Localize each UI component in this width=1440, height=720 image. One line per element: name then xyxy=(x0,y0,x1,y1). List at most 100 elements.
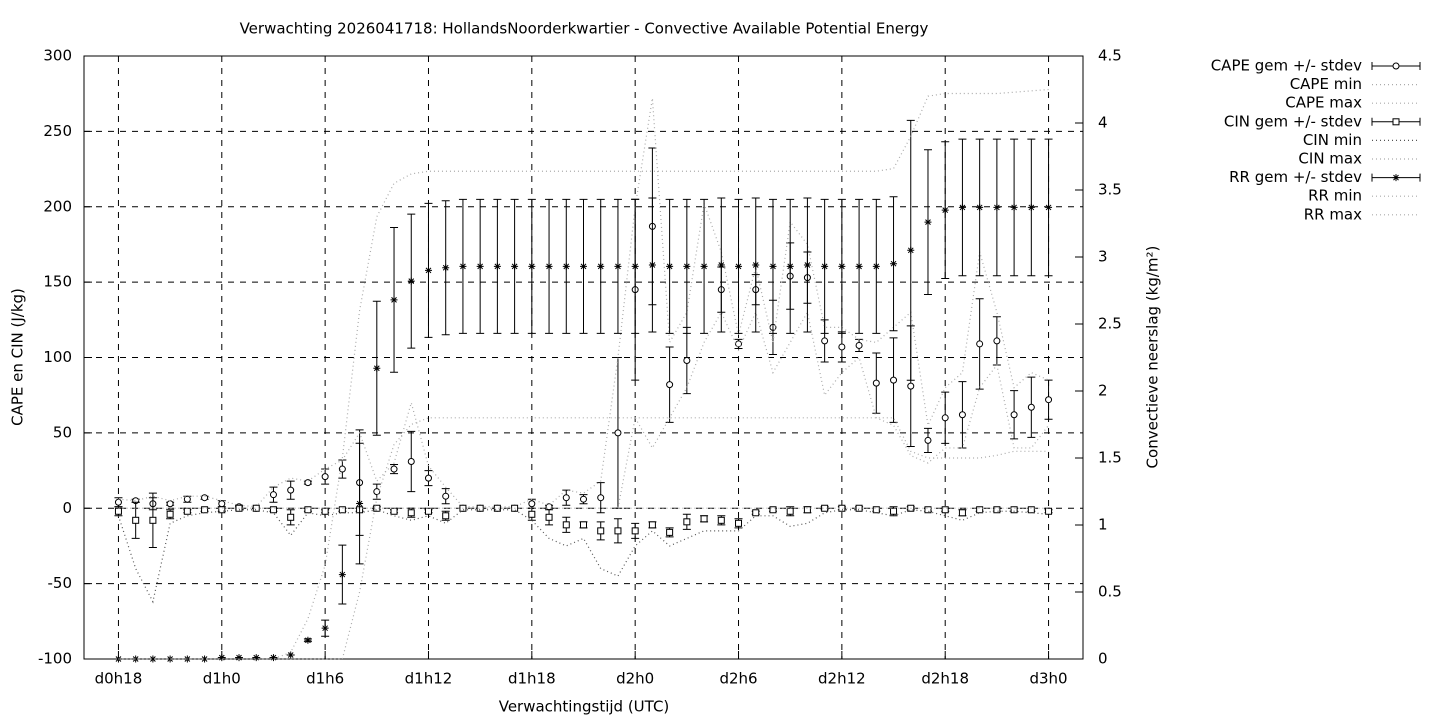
y2-tick-label: 3 xyxy=(1098,248,1108,266)
data-point xyxy=(287,486,295,494)
data-point xyxy=(356,500,364,508)
y2-tick-label: 2.5 xyxy=(1098,315,1122,333)
data-point xyxy=(786,262,794,270)
data-point xyxy=(1010,411,1018,419)
data-point xyxy=(562,262,570,270)
data-point xyxy=(1045,203,1053,211)
legend-marker xyxy=(1392,62,1400,70)
data-point xyxy=(287,651,295,659)
data-point xyxy=(666,528,674,536)
data-point xyxy=(924,218,932,226)
data-point xyxy=(976,203,984,211)
data-point xyxy=(373,364,381,372)
data-point xyxy=(338,465,346,473)
data-point xyxy=(321,507,329,515)
legend-label: RR gem +/- stdev xyxy=(1229,168,1362,186)
data-point xyxy=(855,341,863,349)
data-point xyxy=(269,491,277,499)
x-tick-label: d2h0 xyxy=(616,670,654,688)
y-tick-label: 250 xyxy=(43,122,72,140)
data-point xyxy=(1027,403,1035,411)
data-point xyxy=(872,379,880,387)
data-point xyxy=(735,340,743,348)
data-point xyxy=(580,495,587,503)
data-point xyxy=(114,507,122,515)
y-tick-label: 50 xyxy=(53,423,72,441)
data-point xyxy=(752,509,760,517)
data-point xyxy=(545,262,553,270)
x-tick-label: d0h18 xyxy=(95,670,143,688)
data-point xyxy=(424,507,432,515)
data-point xyxy=(493,262,501,270)
data-point xyxy=(562,494,570,502)
data-point xyxy=(166,510,174,518)
data-point xyxy=(769,506,777,514)
data-point xyxy=(442,492,450,500)
data-point xyxy=(872,262,880,270)
data-point xyxy=(218,506,226,514)
range-line xyxy=(118,88,1049,660)
x-axis-label: Verwachtingstijd (UTC) xyxy=(499,698,670,716)
y-tick-label: 0 xyxy=(62,499,72,517)
data-point xyxy=(511,262,519,270)
data-point xyxy=(976,506,984,514)
data-point xyxy=(924,436,932,444)
data-point xyxy=(614,527,622,535)
x-tick-label: d1h12 xyxy=(405,670,453,688)
data-point xyxy=(442,264,450,272)
data-point xyxy=(786,507,794,515)
data-point xyxy=(304,636,312,644)
y-axis-label: CAPE en CIN (J/kg) xyxy=(9,288,27,426)
x-tick-label: d1h18 xyxy=(508,670,556,688)
data-point xyxy=(855,262,863,270)
data-point xyxy=(390,507,398,515)
x-tick-label: d2h12 xyxy=(818,670,866,688)
data-point xyxy=(201,655,209,663)
data-point xyxy=(235,654,243,662)
data-point xyxy=(803,506,811,514)
data-point xyxy=(769,262,777,270)
legend-marker xyxy=(1392,118,1400,126)
data-point xyxy=(149,516,157,524)
y2-tick-label: 4 xyxy=(1098,114,1108,132)
data-point xyxy=(132,655,140,663)
data-point xyxy=(924,506,932,514)
legend-label: CIN min xyxy=(1303,131,1362,149)
data-point xyxy=(648,521,656,529)
data-point xyxy=(114,498,122,506)
data-point xyxy=(545,513,553,521)
data-point xyxy=(562,521,570,529)
x-tick-label: d2h6 xyxy=(719,670,757,688)
data-point xyxy=(321,473,329,481)
y-tick-label: -100 xyxy=(38,650,72,668)
data-point xyxy=(735,519,743,527)
data-point xyxy=(373,488,381,496)
x-tick-label: d2h18 xyxy=(921,670,969,688)
data-point xyxy=(597,494,605,502)
data-point xyxy=(528,510,536,518)
data-point xyxy=(459,262,467,270)
data-point xyxy=(149,655,157,663)
y2-tick-label: 2 xyxy=(1098,382,1108,400)
data-point xyxy=(424,474,432,482)
data-point xyxy=(1010,203,1018,211)
data-point xyxy=(114,655,122,663)
data-point xyxy=(838,504,846,512)
data-point xyxy=(700,515,708,523)
data-point xyxy=(631,527,639,535)
data-point xyxy=(269,506,277,514)
data-point xyxy=(183,507,191,515)
data-point xyxy=(373,504,381,512)
data-point xyxy=(752,261,760,269)
data-point xyxy=(907,246,915,254)
range-line xyxy=(118,310,1050,509)
data-point xyxy=(872,506,880,514)
data-point xyxy=(201,506,209,514)
legend-label: RR min xyxy=(1308,187,1362,205)
data-point xyxy=(890,507,898,515)
data-point xyxy=(338,506,346,514)
data-point xyxy=(1027,203,1035,211)
data-point xyxy=(528,500,536,508)
data-point xyxy=(218,654,226,662)
range-line xyxy=(117,509,1049,604)
